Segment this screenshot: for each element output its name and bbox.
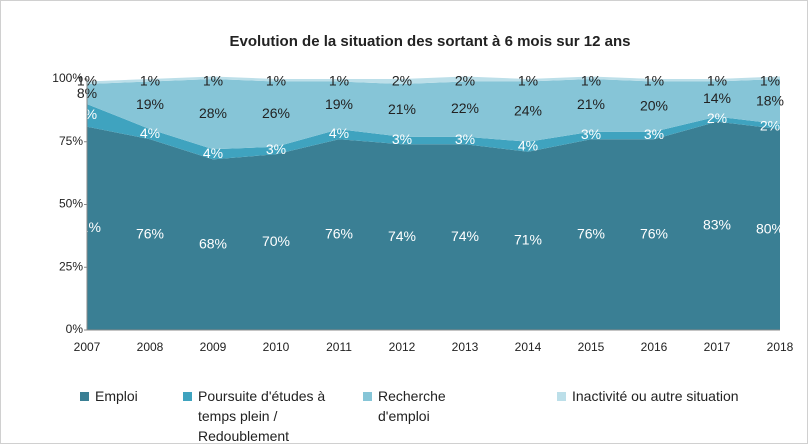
data-label: 1% (140, 73, 160, 89)
x-tick-label: 2011 (326, 340, 352, 354)
data-label: 4% (518, 137, 538, 153)
data-label: 4% (329, 125, 349, 141)
data-label: 3% (266, 141, 286, 157)
legend-label: Inactivité ou autre situation (572, 388, 739, 404)
x-tick-label: 2008 (137, 340, 164, 354)
data-label: 1% (329, 73, 349, 89)
data-label: 3% (644, 126, 664, 142)
data-label: 3% (392, 131, 412, 147)
x-tick-label: 2013 (452, 340, 479, 354)
x-tick-label: 2007 (74, 340, 101, 354)
legend-label: Recherche d'emploi (378, 388, 446, 424)
legend-swatch (363, 392, 372, 401)
data-label: 21% (388, 101, 416, 117)
data-label: 1% (581, 73, 601, 89)
x-tick-label: 2009 (200, 340, 227, 354)
data-label: 68% (199, 235, 227, 251)
data-label: 1% (760, 73, 780, 89)
data-label: 2% (392, 73, 412, 89)
data-label: 83% (703, 217, 731, 233)
y-tick-label: 75% (59, 134, 83, 148)
x-tick-label: 2010 (263, 340, 290, 354)
data-label: 21% (577, 96, 605, 112)
data-label: 76% (577, 225, 605, 241)
data-label: 1% (266, 73, 286, 89)
data-label: 14% (703, 90, 731, 106)
data-label: 18% (756, 92, 784, 108)
data-label: 24% (514, 102, 542, 118)
data-label: 3% (455, 131, 475, 147)
y-tick-label: 25% (59, 259, 83, 273)
data-label: 74% (451, 228, 479, 244)
data-label: 70% (262, 233, 290, 249)
legend-label: Poursuite d'études à temps plein / Redou… (198, 388, 326, 444)
data-label: 1% (203, 73, 223, 89)
data-label: 1% (644, 73, 664, 89)
data-label: 1% (518, 73, 538, 89)
y-tick-label: 0% (66, 322, 84, 336)
area (87, 79, 780, 150)
x-tick-label: 2014 (515, 340, 542, 354)
y-tick-label: 100% (52, 71, 83, 85)
data-label: 19% (136, 96, 164, 112)
area (87, 121, 780, 330)
legend-label: Emploi (95, 388, 138, 404)
legend-item: Poursuite d'études à temps plein / Redou… (183, 386, 358, 444)
chart-title: Evolution de la situation des sortant à … (230, 33, 631, 50)
data-label: 2% (455, 73, 475, 89)
legend-item: Recherche d'emploi (363, 386, 458, 426)
data-label: 28% (199, 105, 227, 121)
x-tick-label: 2017 (704, 340, 731, 354)
data-label: 20% (640, 97, 668, 113)
x-tick-label: 2016 (641, 340, 668, 354)
data-label: 76% (325, 225, 353, 241)
data-label: 22% (451, 100, 479, 116)
data-label: 76% (136, 225, 164, 241)
x-tick-label: 2015 (578, 340, 605, 354)
data-label: 2% (760, 117, 780, 133)
data-label: 4% (203, 145, 223, 161)
legend-item: Inactivité ou autre situation (557, 386, 797, 406)
data-label: 19% (325, 96, 353, 112)
data-label: 4% (140, 125, 160, 141)
data-label: 26% (262, 105, 290, 121)
legend-item: Emploi (80, 386, 160, 406)
data-label: 80% (756, 220, 784, 236)
data-label: 3% (581, 126, 601, 142)
data-label: 1% (707, 73, 727, 89)
legend-swatch (183, 392, 192, 401)
x-tick-label: 2012 (389, 340, 416, 354)
data-label: 76% (640, 225, 668, 241)
legend-swatch (80, 392, 89, 401)
legend-swatch (557, 392, 566, 401)
data-label: 74% (388, 228, 416, 244)
data-label: 2% (707, 110, 727, 126)
data-label: 71% (514, 232, 542, 248)
area (87, 76, 780, 85)
x-tick-label: 2018 (767, 340, 794, 354)
y-tick-label: 50% (59, 197, 83, 211)
